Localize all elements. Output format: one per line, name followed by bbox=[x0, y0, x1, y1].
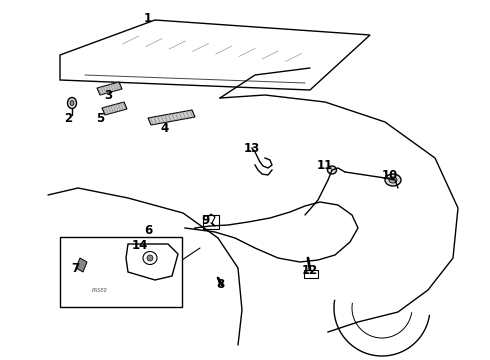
Polygon shape bbox=[148, 110, 195, 125]
Text: PASEO: PASEO bbox=[92, 288, 108, 293]
Ellipse shape bbox=[327, 166, 337, 174]
Text: 3: 3 bbox=[104, 89, 112, 102]
Text: 8: 8 bbox=[216, 279, 224, 292]
Polygon shape bbox=[97, 82, 122, 95]
Text: 11: 11 bbox=[317, 158, 333, 171]
Ellipse shape bbox=[389, 177, 397, 183]
Text: 14: 14 bbox=[132, 239, 148, 252]
Text: 4: 4 bbox=[161, 122, 169, 135]
Bar bbox=[304, 270, 318, 278]
Text: 12: 12 bbox=[302, 264, 318, 276]
Text: 1: 1 bbox=[144, 12, 152, 24]
Bar bbox=[60, 237, 182, 307]
Text: 13: 13 bbox=[244, 141, 260, 154]
Ellipse shape bbox=[385, 174, 401, 186]
Text: 5: 5 bbox=[96, 112, 104, 125]
Bar bbox=[203, 215, 219, 229]
Polygon shape bbox=[102, 102, 127, 115]
Ellipse shape bbox=[70, 100, 74, 105]
Polygon shape bbox=[76, 258, 87, 272]
Text: 7: 7 bbox=[71, 261, 79, 274]
Text: 10: 10 bbox=[382, 168, 398, 181]
Ellipse shape bbox=[68, 98, 76, 108]
Text: 9: 9 bbox=[201, 213, 209, 226]
Text: 2: 2 bbox=[64, 112, 72, 125]
Ellipse shape bbox=[147, 255, 153, 261]
Text: 6: 6 bbox=[144, 224, 152, 237]
